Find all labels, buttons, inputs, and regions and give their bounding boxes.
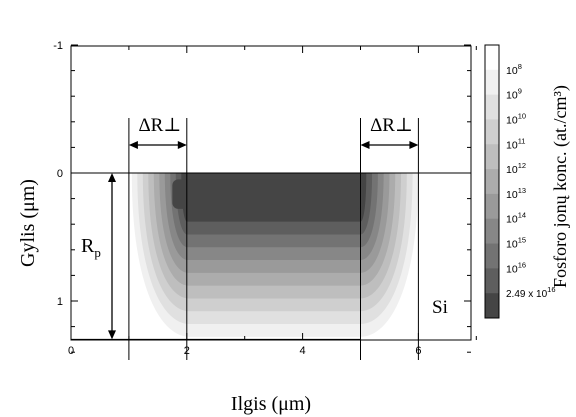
colorbar-frame [484,44,500,319]
colorbar-swatch [485,193,499,220]
arrow-head [409,141,419,149]
colorbar-swatch [485,45,499,71]
colorbar-swatch [485,94,499,120]
x-axis-label: Ilgis (μm) [231,393,311,415]
y-tick-label: 0 [57,168,63,180]
colorbar-tick-exponent: 12 [518,161,526,170]
colorbar-tick-label: 1015 [506,236,526,251]
colorbar-label: Fosforo jonų konc. (at./cm³) [550,85,571,288]
plot-area [131,173,419,337]
colorbar-tick-exponent: 8 [518,62,522,71]
annotations: ΔR⊥ ΔR⊥ Rp Si [71,115,448,360]
colorbar-tick-label: 1010 [506,111,526,126]
delta-r-left-label: ΔR⊥ [138,115,181,136]
arrow-head [177,141,187,149]
y-tick-label: -1 [53,40,63,52]
arrow-head [108,173,116,182]
colorbar-swatch [485,268,499,294]
colorbar-swatch [485,293,499,319]
colorbar-tick-exponent: 16 [518,260,526,269]
arrow-head [128,141,138,149]
colorbar-tick-label: 1016 [506,260,526,275]
colorbar-tick-exponent: 16 [547,285,555,294]
colorbar-tick-label: 1014 [506,211,526,226]
colorbar-tick-label: 1011 [506,136,525,151]
colorbar-swatch [485,169,499,195]
colorbar-tick-label: 1012 [506,161,526,176]
colorbar-tick-label: 2.49 x 1016 [506,285,556,300]
colorbar-swatch [485,144,499,170]
colorbar-swatch [485,218,499,245]
colorbar-tick-exponent: 10 [518,111,526,120]
colorbar-tick-label: 1013 [506,186,526,201]
colorbar-tick-exponent: 13 [518,186,526,195]
plot-frame [70,45,472,341]
contour-group [131,173,419,337]
y-tick-label: 1 [57,296,63,308]
colorbar-tick-exponent: 9 [518,87,522,96]
colorbar-tick-exponent: 11 [518,136,526,145]
x-tick-label: 4 [300,345,306,357]
material-label: Si [432,297,448,318]
colorbar-swatch [485,69,499,96]
contour-peak [172,179,364,209]
colorbar-tick-label: 108 [506,62,522,77]
arrow-head [360,141,370,149]
x-tick-label: 0 [68,345,74,357]
colorbar-tick-label: 109 [506,87,522,102]
colorbar-tick-exponent: 14 [518,211,526,220]
y-axis-label: Gylis (μm) [17,179,39,267]
rp-label: Rp [81,235,101,260]
colorbar-tick-exponent: 15 [518,236,526,245]
colorbar-swatch [485,119,499,145]
colorbar-swatch [485,243,499,269]
delta-r-right-label: ΔR⊥ [370,115,413,136]
rp-subscript: p [94,245,101,260]
arrow-head [108,330,116,340]
